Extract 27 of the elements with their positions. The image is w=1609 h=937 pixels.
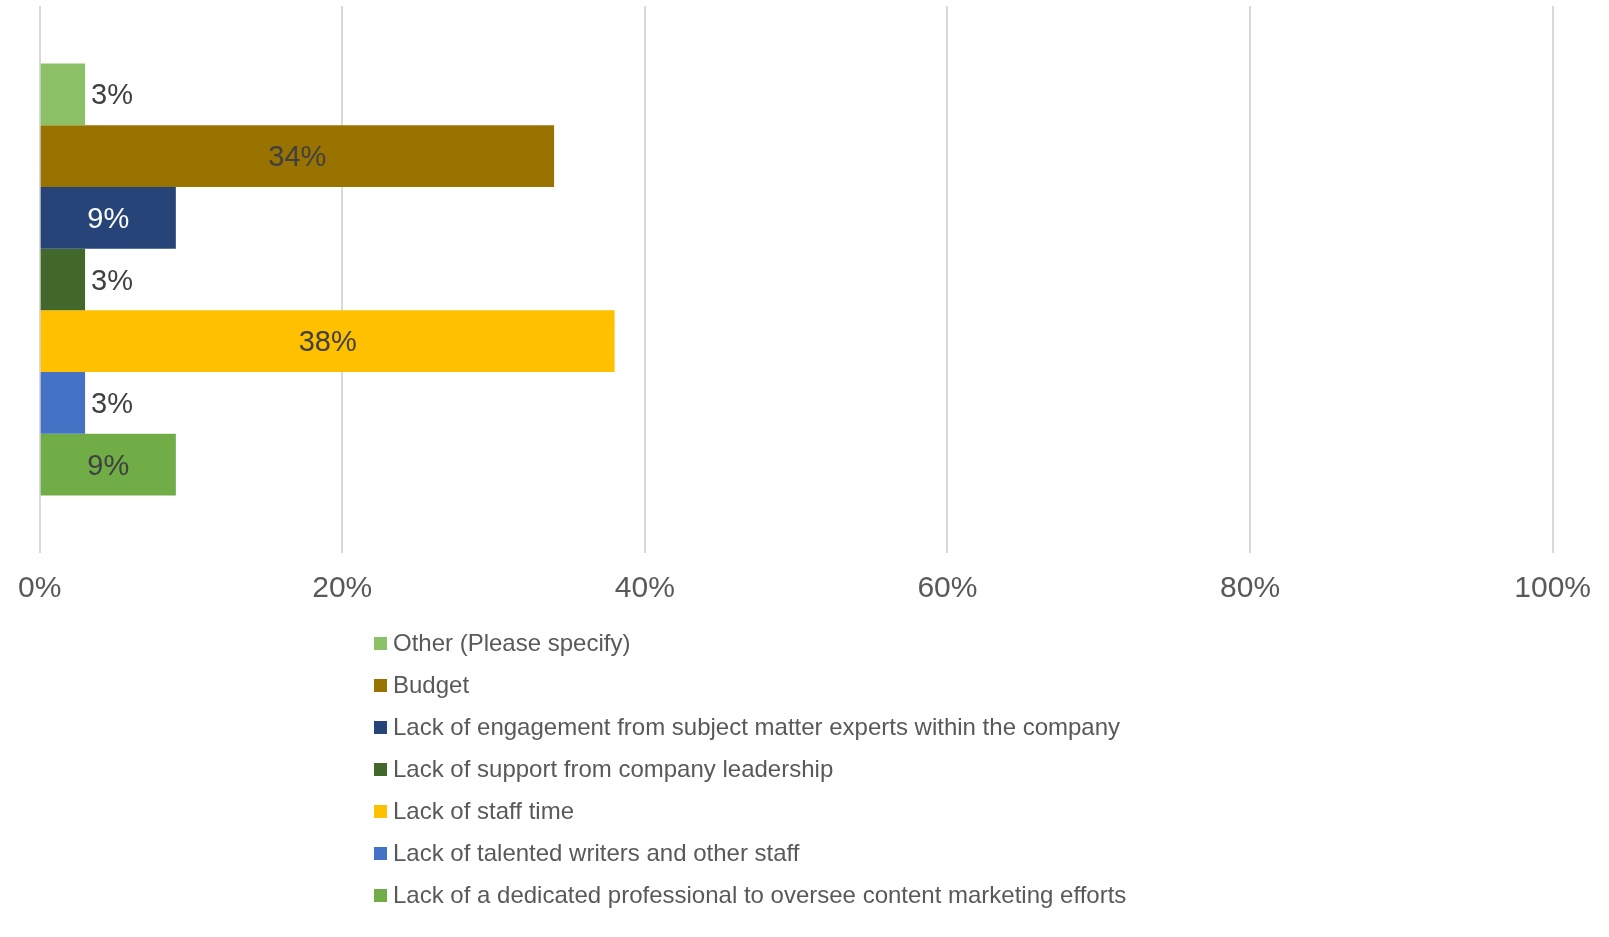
x-tick-label: 100% — [1514, 570, 1591, 604]
bar — [40, 248, 86, 311]
legend-label: Other (Please specify) — [393, 629, 631, 657]
bar — [40, 310, 615, 373]
data-label: 3% — [91, 386, 133, 419]
x-tick-label: 80% — [1220, 570, 1281, 604]
x-tick-label: 20% — [312, 570, 373, 604]
legend-label: Lack of support from company leadership — [393, 755, 834, 783]
data-label: 38% — [298, 325, 357, 358]
data-label: 9% — [87, 201, 130, 234]
data-label: 9% — [87, 448, 130, 481]
legend-label: Lack of talented writers and other staff — [393, 839, 800, 867]
x-tick-label: 40% — [614, 570, 675, 604]
legend-label: Lack of staff time — [393, 797, 574, 825]
bar — [40, 372, 86, 434]
bar — [40, 125, 555, 187]
x-tick-label: 60% — [917, 570, 978, 604]
bar — [40, 433, 176, 496]
data-label: 3% — [91, 263, 133, 296]
legend-label: Budget — [393, 671, 470, 699]
data-label: 34% — [268, 140, 327, 173]
bar — [40, 63, 86, 126]
legend-label: Lack of a dedicated professional to oversee content marketing efforts — [393, 881, 1127, 909]
legend-label: Lack of engagement from subject matter experts within the company — [393, 713, 1121, 741]
x-tick-label: 0% — [18, 570, 62, 604]
bar — [40, 186, 176, 249]
data-label: 3% — [91, 78, 133, 111]
